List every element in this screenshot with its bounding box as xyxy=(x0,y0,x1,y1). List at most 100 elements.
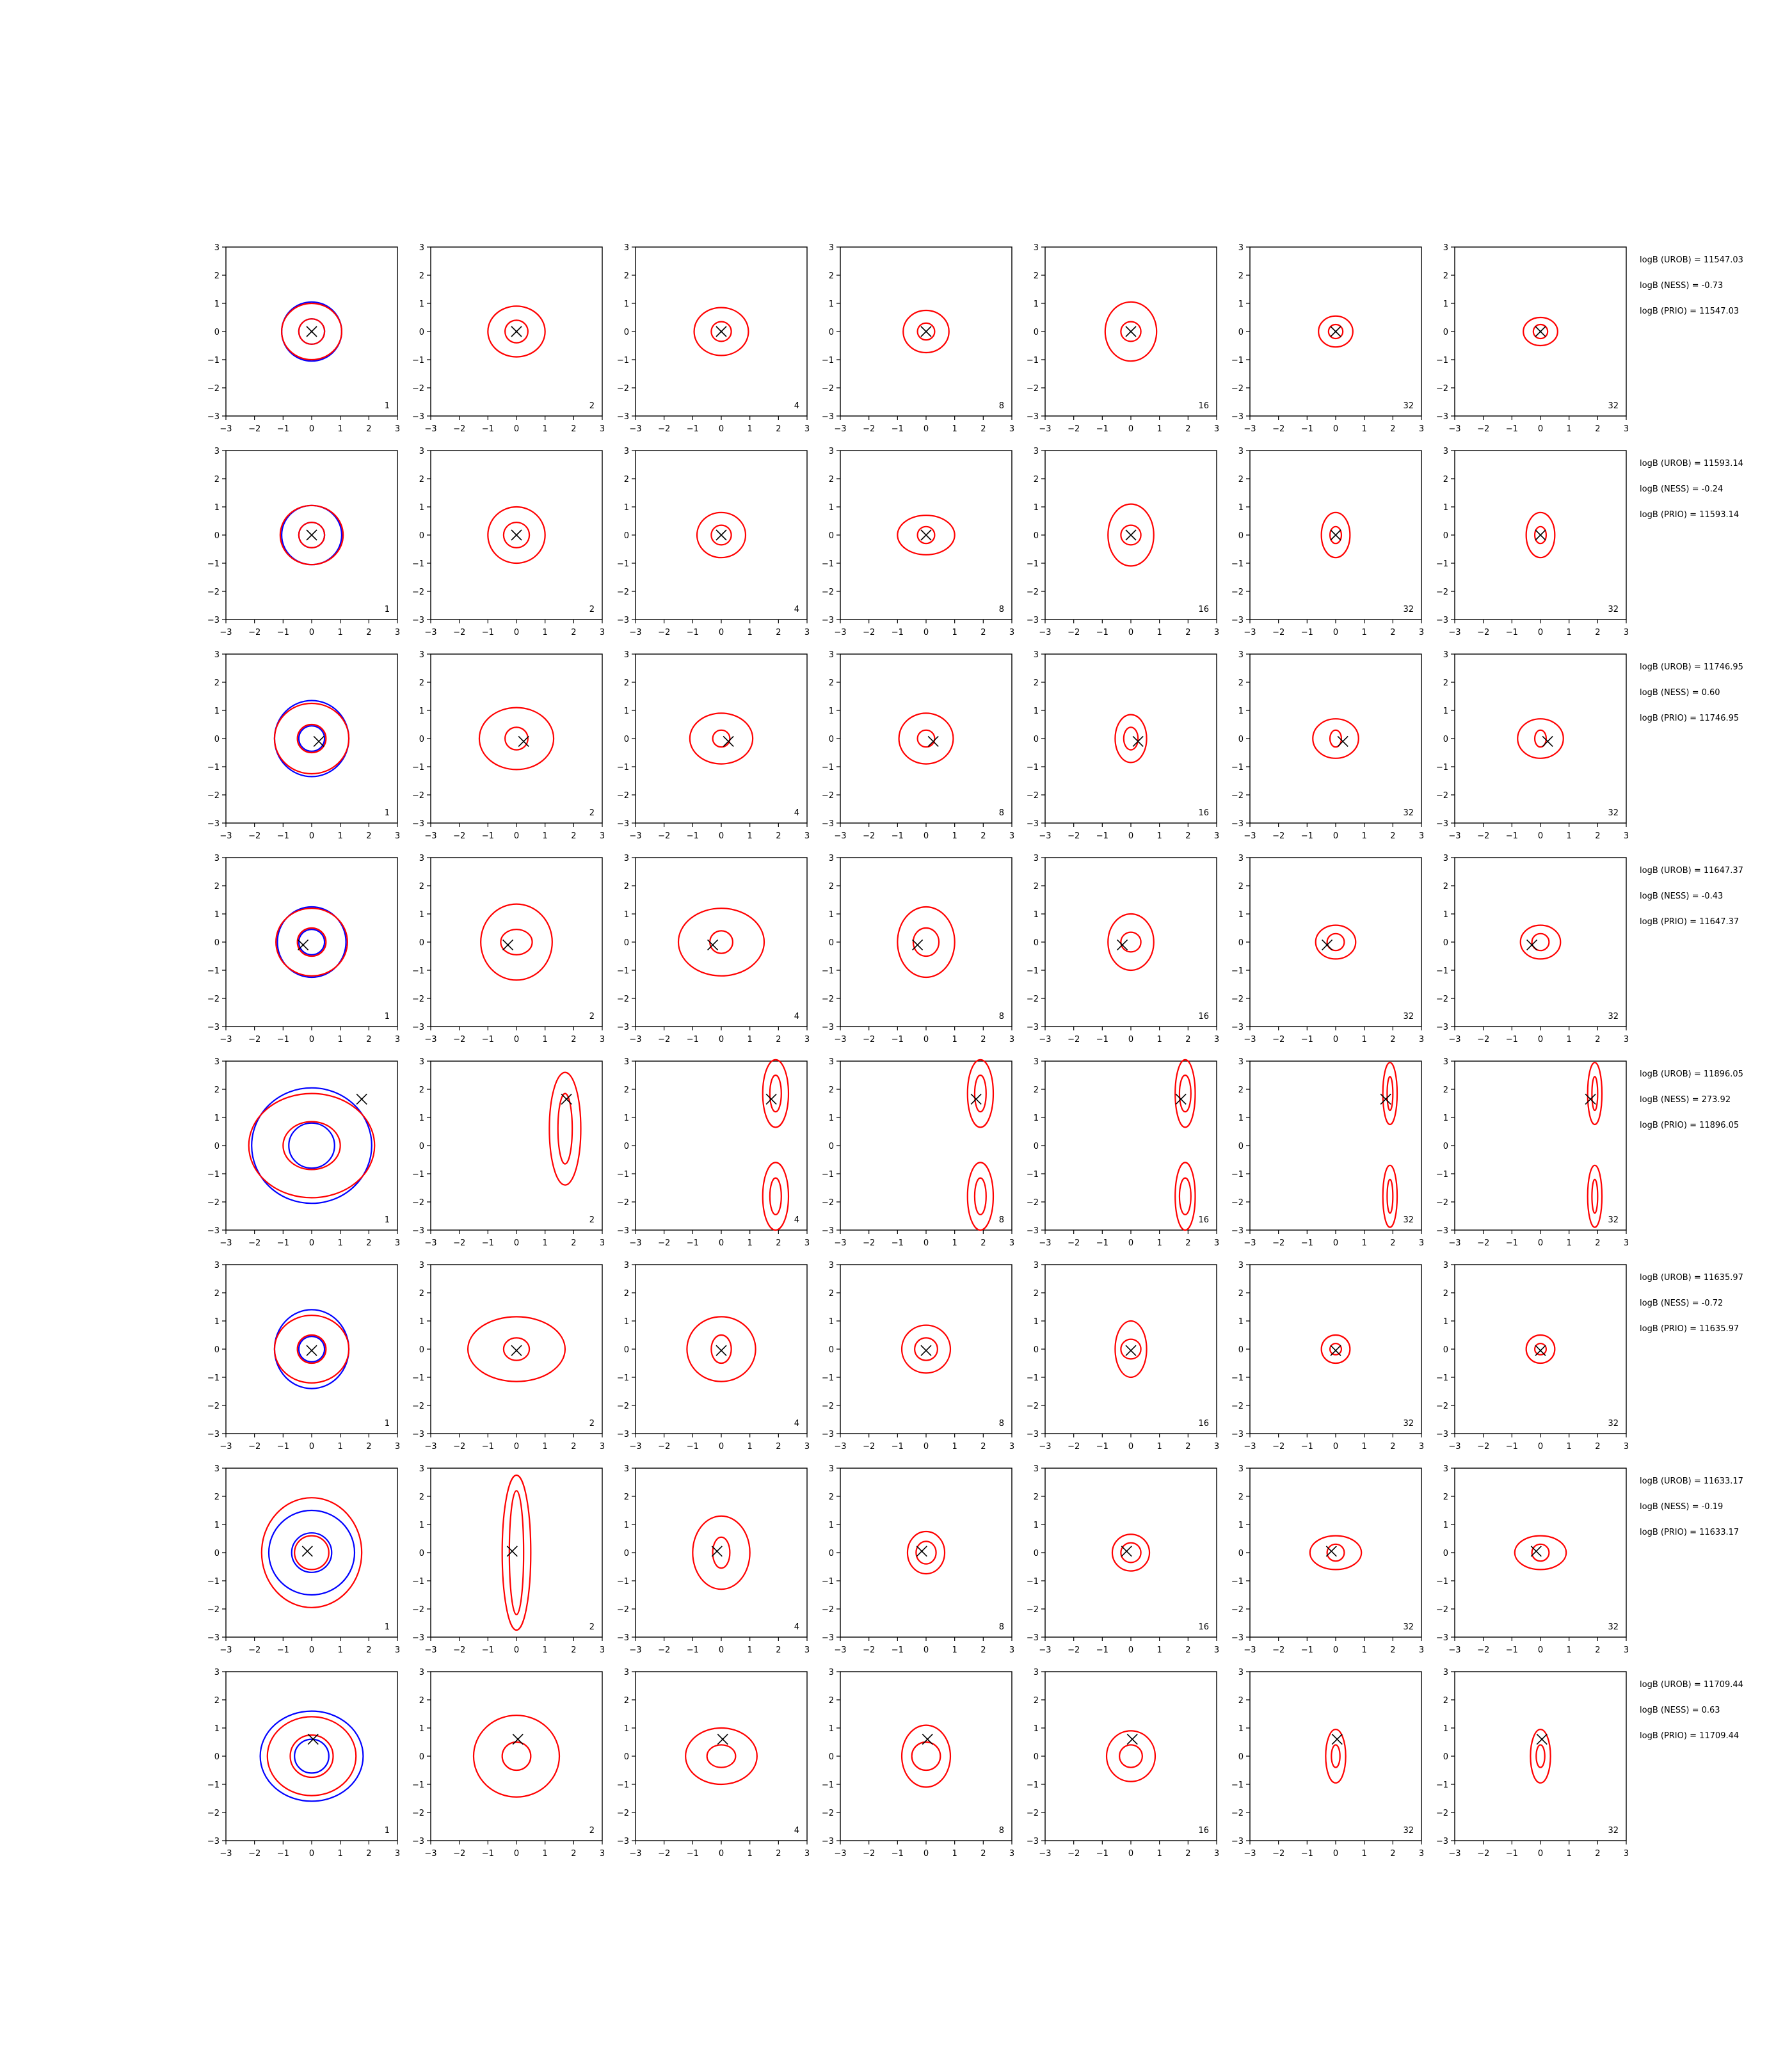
y-tick-label: −3 xyxy=(1436,1226,1448,1236)
x-tick-label: 0 xyxy=(514,628,519,637)
y-tick-label: 1 xyxy=(624,503,629,513)
y-tick-label: −3 xyxy=(1436,1633,1448,1643)
y-tick-label: 3 xyxy=(1034,854,1039,863)
y-tick-label: 1 xyxy=(214,1724,220,1734)
panel-label: 4 xyxy=(794,1826,799,1836)
y-tick-label: 0 xyxy=(1238,1549,1244,1558)
y-tick-label: 0 xyxy=(624,1549,629,1558)
y-tick-label: −1 xyxy=(1231,1780,1244,1790)
x-tick-label: −1 xyxy=(277,628,289,637)
y-tick-label: −2 xyxy=(1027,1198,1039,1208)
y-tick-label: 2 xyxy=(419,1289,424,1299)
panel-r3-c2: −3−3 −2 −2 −1 −1 0 0 1 1 2 2 3 3 2 xyxy=(412,650,605,841)
y-tick-label: −3 xyxy=(822,819,834,829)
y-tick-label: −1 xyxy=(412,1780,424,1790)
red-contour xyxy=(282,1121,341,1171)
x-tick-label: 2 xyxy=(1185,424,1190,434)
row-annotation: logB (PRIO) = 11633.17 xyxy=(1640,1528,1739,1537)
x-tick-label: 0 xyxy=(1538,1645,1543,1655)
panel-r2-c1: −3−3 −2 −2 −1 −1 0 0 1 1 2 2 3 3 1 xyxy=(207,447,400,637)
y-tick-label: 0 xyxy=(419,328,424,337)
red-contour xyxy=(266,1716,357,1796)
y-tick-label: 3 xyxy=(624,854,629,863)
panel-r4-c2: −3−3 −2 −2 −1 −1 0 0 1 1 2 2 3 3 2 xyxy=(412,854,605,1044)
x-tick-label: 0 xyxy=(1128,1238,1133,1248)
panel-r5-c7: −3−3 −2 −2 −1 −1 0 0 1 1 2 2 3 3 32 xyxy=(1436,1057,1629,1248)
y-tick-label: 2 xyxy=(1238,1085,1244,1095)
x-tick-label: −1 xyxy=(892,1849,904,1859)
blue-contour xyxy=(288,1122,335,1169)
y-tick-label: −2 xyxy=(207,1605,220,1615)
x-tick-label: 2 xyxy=(571,831,576,841)
x-tick-label: 2 xyxy=(1595,1442,1600,1452)
x-tick-label: 1 xyxy=(1157,1035,1162,1044)
y-tick-label: −1 xyxy=(207,1577,220,1587)
y-tick-label: −1 xyxy=(1027,1170,1039,1180)
x-tick-label: 1 xyxy=(543,1442,548,1452)
y-tick-label: −2 xyxy=(617,384,629,394)
x-tick-label: 3 xyxy=(1214,628,1219,637)
x-tick-label: 1 xyxy=(748,1442,753,1452)
row-annotation: logB (PRIO) = 11547.03 xyxy=(1640,307,1739,316)
red-contour xyxy=(1531,932,1550,952)
x-tick-label: 1 xyxy=(338,1849,343,1859)
axes-frame xyxy=(1454,1060,1627,1231)
y-tick-label: 3 xyxy=(1034,1668,1039,1677)
x-tick-label: 1 xyxy=(1362,424,1367,434)
y-tick-label: 0 xyxy=(419,1142,424,1151)
red-contour xyxy=(281,302,343,361)
y-tick-label: −2 xyxy=(617,791,629,801)
y-tick-label: −1 xyxy=(1027,356,1039,365)
y-tick-label: 1 xyxy=(624,910,629,920)
x-tick-label: −2 xyxy=(863,1035,875,1044)
x-tick-label: 2 xyxy=(1595,831,1600,841)
y-tick-label: −3 xyxy=(1436,819,1448,829)
x-tick-label: 1 xyxy=(748,1645,753,1655)
x-tick-label: 0 xyxy=(309,1645,314,1655)
x-tick-label: 3 xyxy=(1009,1645,1014,1655)
x-tick-label: 2 xyxy=(366,831,371,841)
y-tick-label: 1 xyxy=(1238,707,1244,716)
red-contour xyxy=(693,307,749,356)
panel-label: 16 xyxy=(1198,808,1209,818)
axes-frame xyxy=(430,653,603,824)
red-contour xyxy=(1329,1343,1343,1356)
x-tick-label: −3 xyxy=(629,831,641,841)
x-tick-label: 2 xyxy=(1390,1035,1395,1044)
axes-frame xyxy=(1044,1468,1217,1638)
x-tick-label: −1 xyxy=(892,1035,904,1044)
panel-label: 32 xyxy=(1608,401,1619,411)
y-tick-label: 0 xyxy=(1034,1549,1039,1558)
row-annotation: logB (NESS) = 273.92 xyxy=(1640,1095,1731,1105)
panel-r2-c6: −3−3 −2 −2 −1 −1 0 0 1 1 2 2 3 3 32 xyxy=(1231,447,1424,637)
x-tick-label: 2 xyxy=(776,831,781,841)
y-tick-label: 0 xyxy=(419,938,424,948)
y-tick-label: −2 xyxy=(1027,588,1039,597)
x-tick-label: 0 xyxy=(924,1035,929,1044)
x-tick-label: −1 xyxy=(277,1442,289,1452)
y-tick-label: 3 xyxy=(1238,447,1244,456)
x-tick-label: −2 xyxy=(1068,424,1080,434)
y-tick-label: −3 xyxy=(1027,1837,1039,1846)
x-tick-label: −1 xyxy=(1506,1442,1518,1452)
y-tick-label: −3 xyxy=(1027,1226,1039,1236)
x-marker xyxy=(723,735,734,747)
y-tick-label: 0 xyxy=(1238,531,1244,541)
axes-frame xyxy=(840,857,1012,1027)
axes-frame xyxy=(1249,857,1422,1027)
panel-label: 32 xyxy=(1403,605,1414,614)
y-tick-label: 3 xyxy=(829,1668,834,1677)
y-tick-label: 1 xyxy=(1034,1317,1039,1327)
red-contour xyxy=(294,1535,330,1571)
x-tick-label: −1 xyxy=(277,1035,289,1044)
y-tick-label: 3 xyxy=(214,1464,220,1474)
y-tick-label: 2 xyxy=(1238,678,1244,688)
x-tick-label: 3 xyxy=(600,1645,605,1655)
y-tick-label: 2 xyxy=(1034,475,1039,484)
y-tick-label: −1 xyxy=(207,1780,220,1790)
x-marker xyxy=(716,326,727,337)
x-tick-label: 1 xyxy=(952,1442,957,1452)
y-tick-label: −2 xyxy=(207,1809,220,1818)
panel-r8-c1: −3−3 −2 −2 −1 −1 0 0 1 1 2 2 3 3 1 xyxy=(207,1668,400,1859)
y-tick-label: −2 xyxy=(617,995,629,1004)
